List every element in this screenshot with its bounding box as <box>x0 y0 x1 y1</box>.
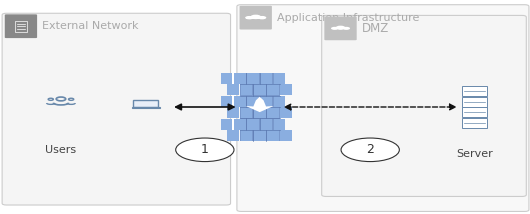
Bar <box>273 73 286 84</box>
Bar <box>332 28 349 29</box>
Bar <box>254 85 266 95</box>
Bar <box>234 96 246 107</box>
Text: Application Infrastructure: Application Infrastructure <box>277 13 419 23</box>
Bar <box>273 96 286 107</box>
Bar <box>280 85 292 95</box>
FancyBboxPatch shape <box>322 15 526 196</box>
FancyBboxPatch shape <box>2 13 231 205</box>
Bar <box>247 73 259 84</box>
Circle shape <box>341 138 400 162</box>
Bar <box>227 130 239 141</box>
Text: 2: 2 <box>366 143 374 156</box>
FancyBboxPatch shape <box>462 107 487 117</box>
Bar <box>241 107 252 118</box>
Text: Users: Users <box>46 145 76 155</box>
Bar <box>234 119 246 129</box>
Bar <box>246 17 266 19</box>
Bar <box>241 85 252 95</box>
Bar <box>254 107 266 118</box>
Bar <box>227 85 239 95</box>
Bar <box>220 96 232 107</box>
Circle shape <box>337 27 344 30</box>
Bar <box>267 85 279 95</box>
Bar <box>234 73 246 84</box>
FancyBboxPatch shape <box>324 16 357 40</box>
FancyBboxPatch shape <box>462 118 487 128</box>
Bar <box>220 73 232 84</box>
FancyBboxPatch shape <box>462 97 487 107</box>
Bar <box>273 119 286 129</box>
Text: DMZ: DMZ <box>361 22 388 35</box>
Circle shape <box>331 27 339 30</box>
FancyBboxPatch shape <box>134 100 158 107</box>
Bar <box>247 119 259 129</box>
Bar <box>267 107 279 118</box>
Circle shape <box>250 15 261 19</box>
Bar <box>261 96 272 107</box>
Bar <box>254 130 266 141</box>
PathPatch shape <box>246 97 273 112</box>
Bar <box>131 107 160 108</box>
Bar <box>261 73 272 84</box>
FancyBboxPatch shape <box>237 5 529 211</box>
Bar <box>240 73 280 141</box>
Text: External Network: External Network <box>42 21 138 31</box>
Circle shape <box>175 138 234 162</box>
Circle shape <box>258 16 267 19</box>
Bar <box>280 107 292 118</box>
FancyBboxPatch shape <box>240 6 272 30</box>
Bar <box>241 130 252 141</box>
Text: Server: Server <box>456 149 493 159</box>
Bar <box>280 130 292 141</box>
Circle shape <box>252 16 260 19</box>
Bar <box>227 107 239 118</box>
FancyBboxPatch shape <box>5 14 37 38</box>
Bar <box>261 119 272 129</box>
Circle shape <box>245 16 254 19</box>
Bar <box>247 96 259 107</box>
Bar <box>267 130 279 141</box>
Bar <box>220 119 232 129</box>
Text: 1: 1 <box>201 143 209 156</box>
Circle shape <box>342 27 350 30</box>
Circle shape <box>336 26 346 30</box>
FancyArrowPatch shape <box>176 104 234 110</box>
FancyBboxPatch shape <box>462 86 487 96</box>
